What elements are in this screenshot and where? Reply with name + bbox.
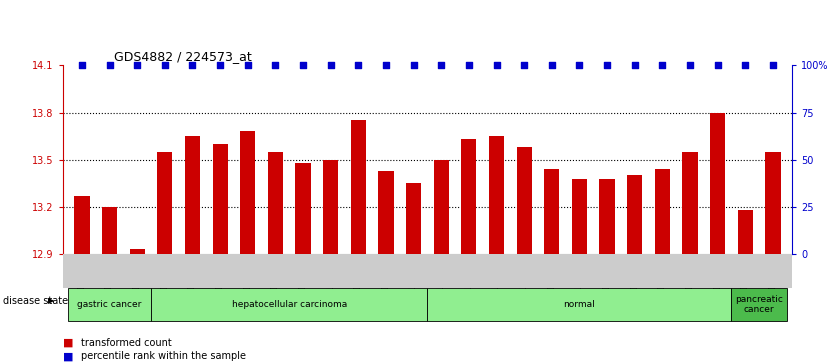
Bar <box>63 65 792 254</box>
Bar <box>766 152 781 254</box>
Bar <box>268 152 283 254</box>
Point <box>379 62 393 68</box>
Point <box>75 62 88 68</box>
Bar <box>738 210 753 254</box>
Bar <box>627 175 642 254</box>
Bar <box>185 136 200 254</box>
Bar <box>516 147 532 254</box>
Point <box>490 62 503 68</box>
Text: percentile rank within the sample: percentile rank within the sample <box>81 351 246 362</box>
Point <box>739 62 752 68</box>
Point <box>241 62 254 68</box>
Text: ▶: ▶ <box>48 297 54 305</box>
Text: hepatocellular carcinoma: hepatocellular carcinoma <box>232 300 347 309</box>
Bar <box>406 183 421 254</box>
Bar <box>461 139 476 254</box>
Text: gastric cancer: gastric cancer <box>78 300 142 309</box>
Bar <box>655 169 670 254</box>
Text: ■: ■ <box>63 338 73 348</box>
Point <box>435 62 448 68</box>
Bar <box>323 160 339 254</box>
Point <box>407 62 420 68</box>
Point <box>186 62 199 68</box>
Point <box>462 62 475 68</box>
Bar <box>295 163 310 254</box>
Bar <box>213 144 228 254</box>
Point <box>269 62 282 68</box>
Bar <box>434 160 449 254</box>
Point <box>324 62 337 68</box>
Bar <box>129 249 145 254</box>
Bar <box>158 152 173 254</box>
Point <box>683 62 696 68</box>
Text: normal: normal <box>564 300 595 309</box>
Bar <box>240 131 255 254</box>
Text: disease state: disease state <box>3 296 68 306</box>
Point <box>628 62 641 68</box>
Bar <box>351 121 366 254</box>
Point <box>158 62 172 68</box>
Text: pancreatic
cancer: pancreatic cancer <box>736 295 783 314</box>
Point <box>130 62 143 68</box>
Text: GDS4882 / 224573_at: GDS4882 / 224573_at <box>113 50 251 63</box>
Point <box>711 62 725 68</box>
Text: ■: ■ <box>63 351 73 362</box>
Point <box>296 62 309 68</box>
Point <box>214 62 227 68</box>
Point <box>352 62 365 68</box>
Bar <box>379 171 394 254</box>
Bar <box>682 152 697 254</box>
Bar <box>600 179 615 254</box>
Point <box>600 62 614 68</box>
Point <box>766 62 780 68</box>
Bar <box>572 179 587 254</box>
Bar <box>710 113 726 254</box>
Bar <box>489 136 504 254</box>
Point <box>545 62 559 68</box>
Point <box>518 62 531 68</box>
Point <box>573 62 586 68</box>
Bar <box>102 207 117 254</box>
Bar <box>545 169 560 254</box>
Bar <box>74 196 89 254</box>
Text: transformed count: transformed count <box>81 338 172 348</box>
Point <box>103 62 116 68</box>
Point <box>656 62 669 68</box>
